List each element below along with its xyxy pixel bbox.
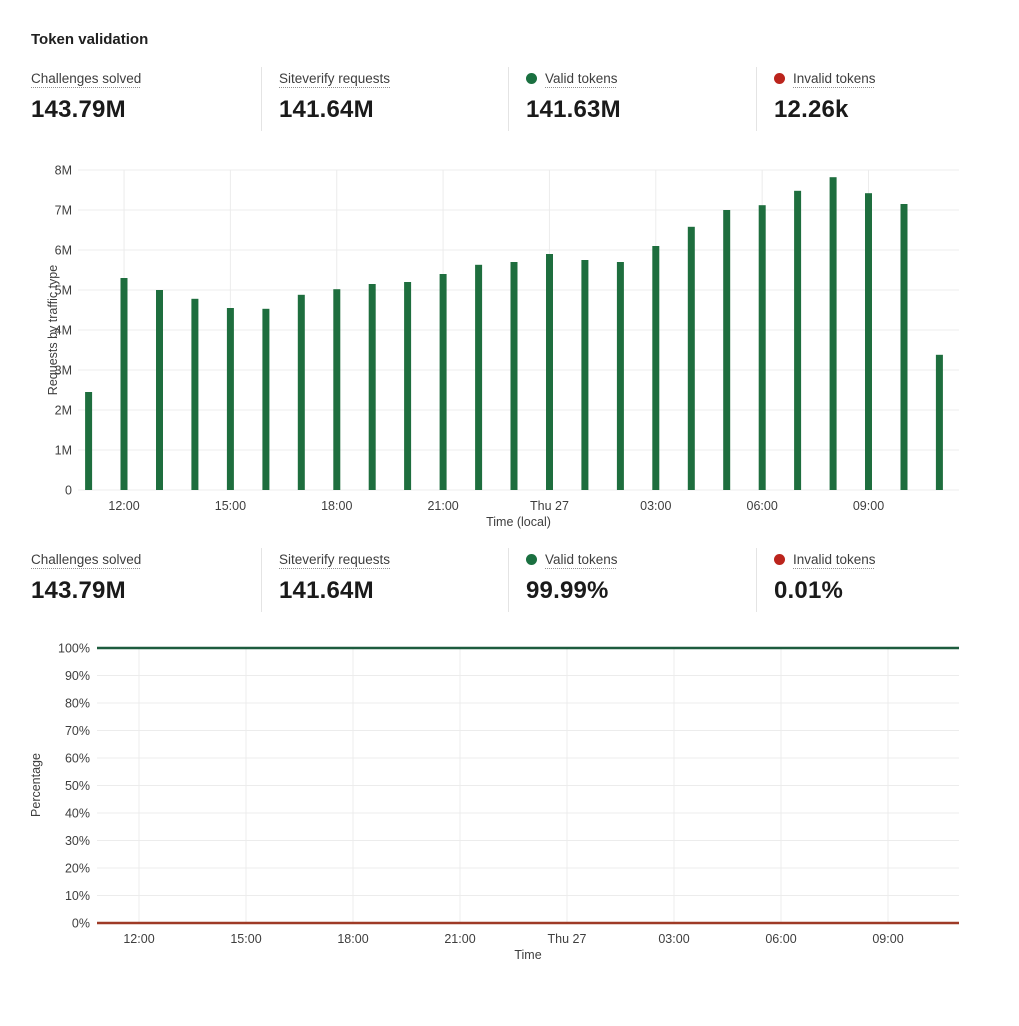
svg-text:09:00: 09:00 xyxy=(853,499,884,513)
svg-text:03:00: 03:00 xyxy=(640,499,671,513)
bar-11:00[interactable] xyxy=(85,392,93,490)
svg-text:18:00: 18:00 xyxy=(321,499,352,513)
svg-text:90%: 90% xyxy=(65,669,90,683)
stat-value-challenges-solved: 143.79M xyxy=(31,96,126,123)
svg-text:09:00: 09:00 xyxy=(872,932,903,946)
svg-text:60%: 60% xyxy=(65,752,90,766)
valid-tokens-pct-dot-icon xyxy=(526,554,537,565)
svg-text:Percentage: Percentage xyxy=(29,753,43,817)
stat-siteverify-requests-pct: Siteverify requests 141.64M xyxy=(261,548,508,612)
svg-text:15:00: 15:00 xyxy=(215,499,246,513)
bar-23:00[interactable] xyxy=(510,262,518,490)
invalid-tokens-dot-icon xyxy=(774,73,785,84)
bar-03:00[interactable] xyxy=(652,246,660,490)
svg-text:1M: 1M xyxy=(55,444,72,458)
bar-09:00[interactable] xyxy=(865,193,872,490)
svg-text:Thu 27: Thu 27 xyxy=(530,499,569,513)
svg-text:Time (local): Time (local) xyxy=(486,515,551,529)
bar-13:00[interactable] xyxy=(156,290,163,490)
svg-text:40%: 40% xyxy=(65,807,90,821)
svg-text:20%: 20% xyxy=(65,862,90,876)
stat-valid-tokens: Valid tokens 141.63M xyxy=(508,67,756,131)
bar-08:00[interactable] xyxy=(829,177,837,490)
svg-text:Thu 27: Thu 27 xyxy=(548,932,587,946)
stat-value-valid-tokens: 141.63M xyxy=(526,96,621,123)
svg-text:6M: 6M xyxy=(55,244,72,258)
stat-value-invalid-tokens-pct: 0.01% xyxy=(774,577,844,604)
stat-label-challenges-solved[interactable]: Challenges solved xyxy=(31,71,142,86)
bar-22:00[interactable] xyxy=(475,264,483,490)
bar-06:00[interactable] xyxy=(758,205,766,490)
requests-by-traffic-type-bar-chart[interactable]: 0 1M 2M 3M 4M 5M 6M 7M 8M 12:00 15:00 18:00 21:00 Thu… xyxy=(0,145,1019,540)
stat-label-valid-tokens-2[interactable]: Valid tokens xyxy=(545,552,618,567)
stat-value-invalid-tokens: 12.26k xyxy=(774,96,849,123)
stat-label-invalid-tokens[interactable]: Invalid tokens xyxy=(793,71,876,86)
stat-siteverify-requests: Siteverify requests 141.64M xyxy=(261,67,508,131)
bar-14:00[interactable] xyxy=(191,298,199,490)
svg-text:100%: 100% xyxy=(58,642,90,656)
page-title: Token validation xyxy=(31,31,149,48)
bar-05:00[interactable] xyxy=(723,210,731,490)
stat-value-siteverify-requests-2: 141.64M xyxy=(279,577,374,604)
stat-label-challenges-solved-2[interactable]: Challenges solved xyxy=(31,552,142,567)
svg-text:18:00: 18:00 xyxy=(337,932,368,946)
svg-text:80%: 80% xyxy=(65,697,90,711)
bar-20:00[interactable] xyxy=(404,282,412,490)
bar-12:00[interactable] xyxy=(120,278,128,490)
bar-Thu 27 00:00[interactable] xyxy=(546,254,553,490)
svg-text:2M: 2M xyxy=(55,404,72,418)
svg-text:50%: 50% xyxy=(65,779,90,793)
bar-18:00[interactable] xyxy=(333,289,341,490)
token-percentage-line-chart[interactable]: 0% 10% 20% 30% 40% 50% 60% 70% 80% 90% 100% 12:00 15… xyxy=(0,628,1019,978)
bar-17:00[interactable] xyxy=(297,294,305,490)
svg-text:06:00: 06:00 xyxy=(765,932,796,946)
svg-text:12:00: 12:00 xyxy=(123,932,154,946)
svg-text:4M: 4M xyxy=(55,324,72,338)
stat-label-invalid-tokens-2[interactable]: Invalid tokens xyxy=(793,552,876,567)
bar-02:00[interactable] xyxy=(616,262,624,490)
stat-value-siteverify-requests: 141.64M xyxy=(279,96,374,123)
bar-07:00[interactable] xyxy=(794,190,802,491)
svg-text:12:00: 12:00 xyxy=(108,499,139,513)
stat-invalid-tokens-pct: Invalid tokens 0.01% xyxy=(756,548,1002,612)
svg-text:21:00: 21:00 xyxy=(444,932,475,946)
bar-01:00[interactable] xyxy=(581,260,589,490)
stat-valid-tokens-pct: Valid tokens 99.99% xyxy=(508,548,756,612)
svg-text:8M: 8M xyxy=(55,164,72,178)
bar-11:00[interactable] xyxy=(935,354,943,490)
svg-text:0%: 0% xyxy=(72,917,90,931)
stat-value-valid-tokens-pct: 99.99% xyxy=(526,577,609,604)
stats-row-bottom: Challenges solved 143.79M Siteverify req… xyxy=(31,548,1003,612)
invalid-tokens-pct-dot-icon xyxy=(774,554,785,565)
bar-16:00[interactable] xyxy=(262,308,270,490)
svg-text:10%: 10% xyxy=(65,889,90,903)
svg-text:3M: 3M xyxy=(55,364,72,378)
valid-tokens-dot-icon xyxy=(526,73,537,84)
svg-text:0: 0 xyxy=(65,484,72,498)
svg-text:06:00: 06:00 xyxy=(747,499,778,513)
stat-challenges-solved: Challenges solved 143.79M xyxy=(31,67,261,131)
stat-value-challenges-solved-2: 143.79M xyxy=(31,577,126,604)
bar-15:00[interactable] xyxy=(226,308,234,490)
stat-label-valid-tokens[interactable]: Valid tokens xyxy=(545,71,618,86)
stat-label-siteverify-requests[interactable]: Siteverify requests xyxy=(279,71,391,86)
stat-label-siteverify-requests-2[interactable]: Siteverify requests xyxy=(279,552,391,567)
bar-19:00[interactable] xyxy=(368,284,376,490)
stats-row-top: Challenges solved 143.79M Siteverify req… xyxy=(31,67,1003,131)
svg-text:03:00: 03:00 xyxy=(658,932,689,946)
svg-text:Requests by traffic type: Requests by traffic type xyxy=(46,265,60,395)
svg-text:5M: 5M xyxy=(55,284,72,298)
stat-invalid-tokens: Invalid tokens 12.26k xyxy=(756,67,1002,131)
stat-challenges-solved-pct: Challenges solved 143.79M xyxy=(31,548,261,612)
svg-text:Time: Time xyxy=(514,948,541,962)
svg-text:15:00: 15:00 xyxy=(230,932,261,946)
svg-text:30%: 30% xyxy=(65,834,90,848)
svg-text:21:00: 21:00 xyxy=(427,499,458,513)
bar-21:00[interactable] xyxy=(439,274,447,490)
bar-10:00[interactable] xyxy=(900,204,908,490)
svg-text:7M: 7M xyxy=(55,204,72,218)
svg-text:70%: 70% xyxy=(65,724,90,738)
bar-04:00[interactable] xyxy=(687,226,695,491)
